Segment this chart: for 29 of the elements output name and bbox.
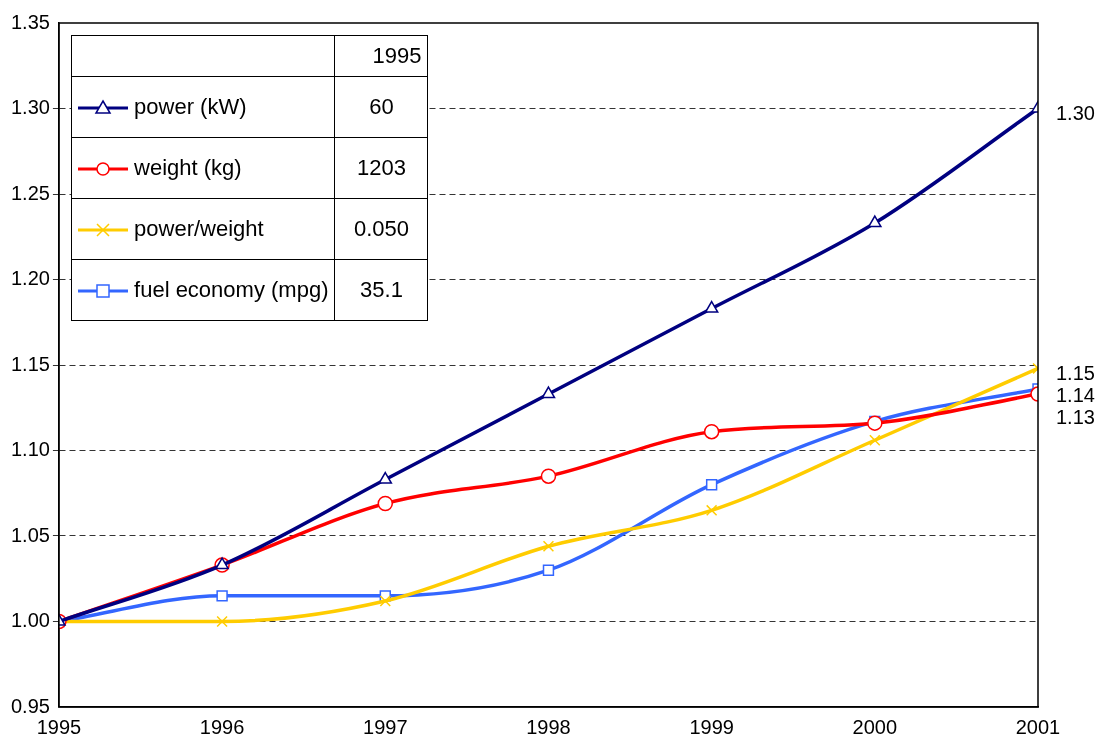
y-tick-label: 0.95: [10, 694, 50, 717]
x-tick-label: 1999: [689, 715, 734, 738]
legend-label: power/weight: [134, 216, 264, 241]
y-tick-label: 1.05: [10, 523, 50, 546]
x-tick-label: 1995: [36, 715, 82, 738]
annotation: 0.050: [334, 198, 428, 260]
data-label: 1.30: [1056, 102, 1095, 125]
x-tick-label: 1997: [363, 715, 408, 738]
y-tick-label: 1.35: [10, 10, 50, 33]
legend-title: 1995: [334, 35, 428, 77]
y-tick-label: 1.00: [10, 609, 50, 632]
y-tick-label: 1.25: [10, 181, 50, 204]
annotation: 35.1: [359, 276, 404, 304]
annotation: 1203: [334, 137, 428, 199]
x-tick-label: 2001: [1015, 715, 1061, 738]
data-label: 1.15: [1056, 361, 1095, 384]
data-label: 1.14: [1056, 383, 1095, 406]
x-tick-label: 1998: [526, 715, 571, 738]
y-tick-label: 1.20: [10, 267, 50, 290]
y-tick-label: 1.10: [10, 438, 50, 461]
y-tick-label: 1.30: [10, 96, 50, 119]
annotation: 60: [334, 76, 428, 138]
y-tick-label: 1.15: [10, 352, 50, 375]
x-tick-label: 2000: [852, 715, 898, 738]
data-label: 1.13: [1056, 405, 1095, 428]
legend-label: fuel economy (mpg): [134, 277, 329, 302]
legend-label: weight (kg): [134, 155, 242, 180]
x-tick-label: 1996: [199, 715, 245, 738]
legend-label: power (kW): [134, 94, 247, 119]
